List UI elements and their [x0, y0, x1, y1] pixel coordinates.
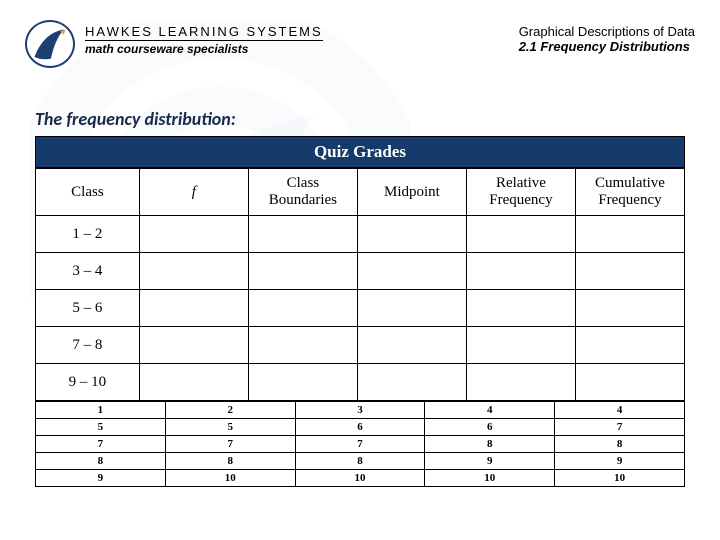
- col-cumfreq: Cumulative Frequency: [575, 169, 684, 216]
- brand-text: HAWKES LEARNING SYSTEMS math courseware …: [85, 20, 323, 56]
- main-table-wrap: Quiz Grades Class f Class Boundaries Mid…: [35, 136, 685, 401]
- brand-line2: math courseware specialists: [85, 40, 323, 56]
- table-row: 7 – 8: [36, 327, 685, 364]
- data-row: 1 2 3 4 4: [36, 402, 685, 419]
- section-line: 2.1 Frequency Distributions: [519, 39, 695, 54]
- table-row: 5 – 6: [36, 290, 685, 327]
- header-right: Graphical Descriptions of Data 2.1 Frequ…: [519, 20, 695, 68]
- cell-class: 7 – 8: [36, 327, 140, 364]
- frequency-table: Class f Class Boundaries Midpoint Relati…: [35, 168, 685, 401]
- data-row: 7 7 7 8 8: [36, 436, 685, 453]
- data-values-table: 1 2 3 4 4 5 5 6 6 7 7 7 7 8 8 8 8 8 9 9: [35, 401, 685, 487]
- data-row: 5 5 6 6 7: [36, 419, 685, 436]
- table-row: 3 – 4: [36, 253, 685, 290]
- section-title: The frequency distribution:: [0, 78, 720, 136]
- brand-line1: HAWKES LEARNING SYSTEMS: [85, 24, 323, 39]
- table-row: 1 – 2: [36, 216, 685, 253]
- header-left: HAWKES LEARNING SYSTEMS math courseware …: [25, 20, 323, 68]
- col-boundaries: Class Boundaries: [248, 169, 357, 216]
- header: HAWKES LEARNING SYSTEMS math courseware …: [0, 0, 720, 78]
- logo-icon: [25, 20, 75, 68]
- cell-class: 1 – 2: [36, 216, 140, 253]
- data-row: 8 8 8 9 9: [36, 453, 685, 470]
- cell-class: 9 – 10: [36, 364, 140, 401]
- table-row: 9 – 10: [36, 364, 685, 401]
- col-class: Class: [36, 169, 140, 216]
- table-header-row: Class f Class Boundaries Midpoint Relati…: [36, 169, 685, 216]
- col-f: f: [139, 169, 248, 216]
- col-relfreq: Relative Frequency: [466, 169, 575, 216]
- cell-class: 3 – 4: [36, 253, 140, 290]
- col-midpoint: Midpoint: [357, 169, 466, 216]
- cell-class: 5 – 6: [36, 290, 140, 327]
- topic-line: Graphical Descriptions of Data: [519, 24, 695, 39]
- data-row: 9 10 10 10 10: [36, 470, 685, 487]
- table-title: Quiz Grades: [35, 136, 685, 168]
